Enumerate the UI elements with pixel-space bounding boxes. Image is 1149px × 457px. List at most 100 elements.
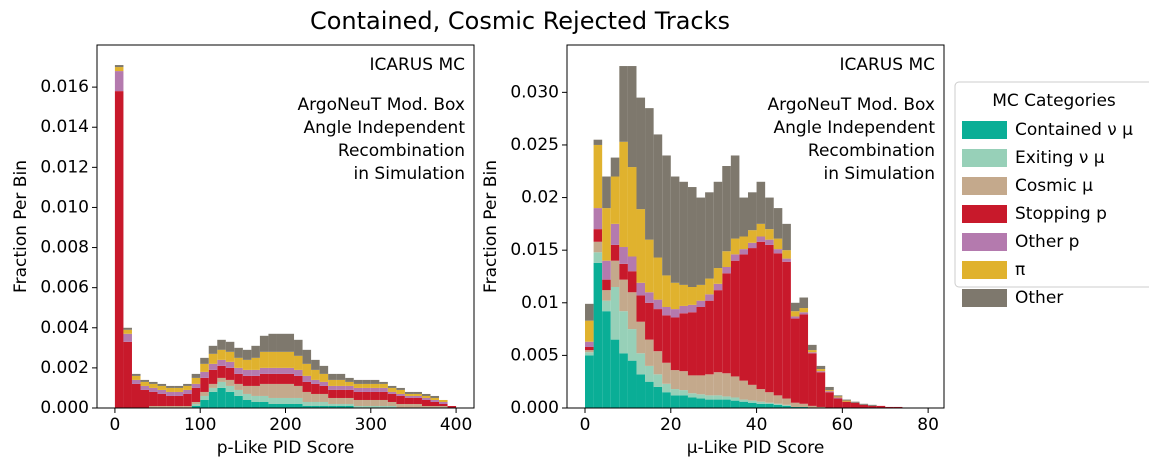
plot-area — [585, 66, 903, 408]
histogram-bar — [328, 373, 337, 380]
histogram-bar — [242, 399, 252, 408]
histogram-bar — [679, 390, 688, 396]
histogram-bar — [825, 390, 834, 392]
annotation: ArgoNeuT Mod. Box — [297, 95, 465, 115]
histogram-bar — [319, 365, 329, 374]
histogram-bar — [747, 192, 757, 231]
y-tick-label: 0.006 — [40, 278, 89, 298]
histogram-bar — [200, 371, 209, 378]
histogram-bar — [636, 374, 646, 408]
y-axis-label: Fraction Per Bin — [481, 160, 501, 293]
histogram-bar — [234, 395, 243, 408]
plot-area — [114, 65, 457, 408]
x-tick-label: 300 — [355, 415, 387, 435]
histogram-bar — [362, 391, 371, 400]
histogram-bar — [379, 381, 388, 384]
histogram-bar — [756, 181, 766, 224]
histogram-bar — [353, 405, 363, 408]
histogram-bar — [619, 247, 628, 264]
histogram-bar — [593, 144, 603, 209]
histogram-bar — [217, 377, 226, 382]
histogram-bar — [627, 167, 637, 257]
histogram-bar — [157, 389, 167, 394]
histogram-bar — [696, 197, 706, 285]
y-tick-label: 0.012 — [40, 157, 89, 177]
histogram-bar — [123, 341, 132, 408]
histogram-bar — [413, 391, 422, 394]
histogram-bar — [765, 239, 774, 245]
histogram-bar — [200, 399, 209, 408]
histogram-bar — [140, 379, 150, 382]
histogram-bar — [799, 403, 809, 407]
histogram-bar — [268, 397, 277, 404]
histogram-bar — [379, 399, 388, 406]
histogram-bar — [808, 353, 817, 406]
histogram-bar — [653, 299, 663, 310]
histogram-bar — [183, 389, 192, 394]
histogram-bar — [208, 387, 218, 392]
histogram-bar — [421, 393, 431, 396]
histogram-bar — [268, 333, 277, 352]
histogram-bar — [653, 134, 663, 258]
histogram-bar — [756, 389, 766, 402]
legend-swatch — [962, 233, 1007, 251]
histogram-bar — [311, 383, 320, 394]
histogram-bar — [345, 403, 354, 406]
histogram-bar — [627, 256, 637, 272]
histogram-bar — [234, 367, 243, 374]
histogram-bar — [670, 317, 680, 371]
histogram-bar — [387, 385, 397, 388]
histogram-bar — [585, 341, 594, 347]
histogram-bar — [294, 369, 303, 376]
histogram-bar — [747, 242, 757, 249]
histogram-bar — [790, 318, 800, 403]
histogram-bar — [790, 311, 800, 317]
histogram-bar — [593, 262, 603, 408]
histogram-bar — [242, 385, 252, 394]
histogram-bar — [302, 381, 312, 392]
histogram-bar — [242, 349, 252, 360]
histogram-bar — [662, 275, 671, 307]
histogram-bar — [225, 379, 235, 386]
histogram-bar — [302, 405, 312, 408]
histogram-bar — [370, 383, 380, 388]
histogram-bar — [756, 236, 766, 242]
histogram-bar — [696, 375, 706, 395]
histogram-bar — [730, 397, 740, 401]
histogram-bar — [799, 406, 809, 408]
histogram-bar — [217, 339, 226, 350]
histogram-bar — [722, 273, 731, 374]
histogram-bar — [404, 403, 414, 408]
histogram-bar — [687, 187, 697, 287]
histogram-bar — [602, 279, 611, 291]
histogram-bar — [225, 341, 235, 352]
histogram-bar — [679, 313, 688, 372]
histogram-bar — [362, 399, 371, 406]
histogram-bar — [285, 333, 295, 352]
histogram-bar — [328, 397, 337, 404]
histogram-bar — [302, 349, 312, 364]
histogram-bar — [799, 314, 809, 404]
histogram-bar — [636, 97, 646, 210]
y-tick-label: 0.02 — [521, 188, 559, 208]
histogram-bar — [404, 391, 414, 394]
histogram-bar — [413, 403, 422, 408]
histogram-bar — [166, 385, 175, 388]
histogram-bar — [747, 248, 757, 385]
histogram-bar — [131, 373, 141, 376]
histogram-bar — [328, 385, 337, 390]
histogram-bar — [319, 385, 329, 394]
histogram-bar — [619, 263, 628, 280]
histogram-bar — [739, 380, 748, 400]
histogram-bar — [593, 208, 603, 230]
histogram-bar — [808, 344, 817, 351]
histogram-bar — [362, 379, 371, 384]
histogram-bar — [336, 403, 346, 406]
histogram-bar — [439, 401, 448, 404]
histogram-bar — [593, 229, 603, 242]
histogram-bar — [756, 401, 766, 404]
histogram-bar — [319, 393, 329, 402]
histogram-bar — [259, 383, 269, 396]
histogram-bar — [610, 223, 620, 245]
histogram-bar — [311, 369, 320, 380]
